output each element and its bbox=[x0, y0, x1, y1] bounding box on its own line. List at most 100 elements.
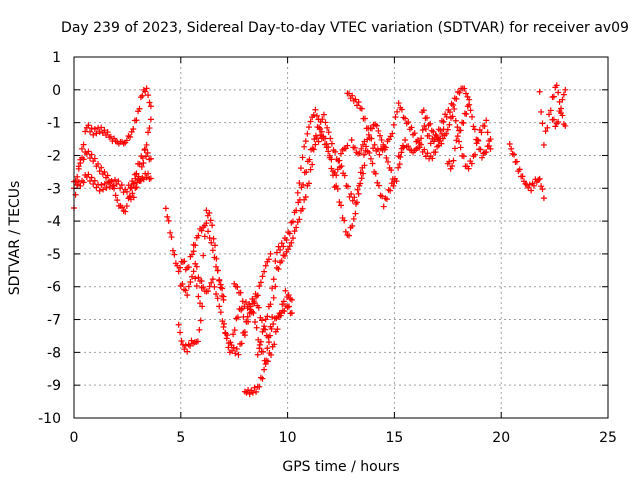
data-point bbox=[511, 151, 518, 158]
data-point bbox=[123, 203, 130, 210]
data-point bbox=[358, 145, 365, 152]
data-point bbox=[456, 138, 463, 145]
data-point bbox=[312, 141, 319, 148]
data-point bbox=[192, 275, 199, 282]
data-point bbox=[325, 144, 332, 151]
data-point bbox=[446, 158, 453, 165]
data-point bbox=[278, 240, 285, 247]
data-point bbox=[85, 171, 92, 178]
series bbox=[241, 132, 351, 398]
y-tick-label: -10 bbox=[38, 411, 61, 427]
data-point bbox=[360, 151, 367, 158]
series bbox=[549, 86, 569, 130]
data-point bbox=[250, 310, 257, 317]
data-point bbox=[147, 175, 154, 182]
data-point bbox=[451, 105, 458, 112]
data-point bbox=[272, 283, 279, 290]
data-point bbox=[478, 154, 485, 161]
data-point bbox=[356, 150, 363, 157]
data-point bbox=[376, 132, 383, 139]
data-point bbox=[454, 124, 461, 131]
data-point bbox=[422, 126, 429, 133]
data-point bbox=[275, 266, 282, 273]
data-point bbox=[539, 186, 546, 193]
data-point bbox=[130, 194, 137, 201]
data-point bbox=[195, 274, 202, 281]
data-point bbox=[546, 111, 553, 118]
data-point bbox=[366, 149, 373, 156]
data-point bbox=[282, 287, 289, 294]
data-point bbox=[189, 273, 196, 280]
data-point bbox=[110, 182, 117, 189]
data-point bbox=[103, 184, 110, 191]
data-point bbox=[550, 93, 557, 100]
data-point bbox=[125, 182, 132, 189]
data-point bbox=[281, 308, 288, 315]
data-point bbox=[550, 116, 557, 123]
data-point bbox=[318, 128, 325, 135]
data-point bbox=[216, 303, 223, 310]
data-point bbox=[214, 267, 221, 274]
data-point bbox=[450, 102, 457, 109]
data-point bbox=[207, 217, 214, 224]
data-point bbox=[277, 246, 284, 253]
data-point bbox=[225, 344, 232, 351]
data-point bbox=[419, 126, 426, 133]
data-point bbox=[222, 329, 229, 336]
data-point bbox=[203, 220, 210, 227]
data-point bbox=[210, 235, 217, 242]
series bbox=[444, 101, 494, 172]
y-tick-label: -8 bbox=[47, 345, 61, 361]
data-point bbox=[257, 338, 264, 345]
data-point bbox=[288, 309, 295, 316]
data-point bbox=[184, 348, 191, 355]
data-point bbox=[246, 391, 253, 398]
data-point bbox=[376, 151, 383, 158]
data-point bbox=[555, 118, 562, 125]
data-point bbox=[245, 386, 252, 393]
data-point bbox=[80, 141, 87, 148]
data-point bbox=[213, 255, 220, 262]
x-tick-label: 10 bbox=[279, 430, 297, 446]
data-point bbox=[418, 135, 425, 142]
data-point bbox=[416, 140, 423, 147]
data-point bbox=[285, 292, 292, 299]
data-point bbox=[162, 205, 169, 212]
data-point bbox=[87, 128, 94, 135]
data-point bbox=[358, 105, 365, 112]
series bbox=[71, 116, 154, 196]
data-point bbox=[188, 337, 195, 344]
x-tick-label: 25 bbox=[599, 430, 617, 446]
data-point bbox=[301, 143, 308, 150]
data-point bbox=[203, 207, 210, 214]
data-point bbox=[474, 136, 481, 143]
data-point bbox=[234, 284, 241, 291]
data-point bbox=[452, 117, 459, 124]
data-point bbox=[394, 108, 401, 115]
data-point bbox=[281, 252, 288, 259]
data-point bbox=[530, 182, 537, 189]
data-point bbox=[80, 156, 87, 163]
data-point bbox=[112, 192, 119, 199]
data-point bbox=[322, 119, 329, 126]
data-point bbox=[253, 388, 260, 395]
data-point bbox=[384, 158, 391, 165]
data-point bbox=[393, 178, 400, 185]
data-point bbox=[454, 133, 461, 140]
data-point bbox=[293, 207, 300, 214]
data-point bbox=[346, 232, 353, 239]
data-point bbox=[267, 250, 274, 257]
data-point bbox=[331, 169, 338, 176]
data-point bbox=[250, 298, 257, 305]
series bbox=[506, 141, 547, 202]
data-point bbox=[127, 134, 134, 141]
data-point bbox=[252, 290, 259, 297]
data-point bbox=[178, 338, 185, 345]
data-point bbox=[369, 160, 376, 167]
data-point bbox=[450, 157, 457, 164]
data-point bbox=[77, 159, 84, 166]
data-point bbox=[367, 155, 374, 162]
data-point bbox=[373, 122, 380, 129]
data-point bbox=[259, 273, 266, 280]
data-point bbox=[304, 130, 311, 137]
